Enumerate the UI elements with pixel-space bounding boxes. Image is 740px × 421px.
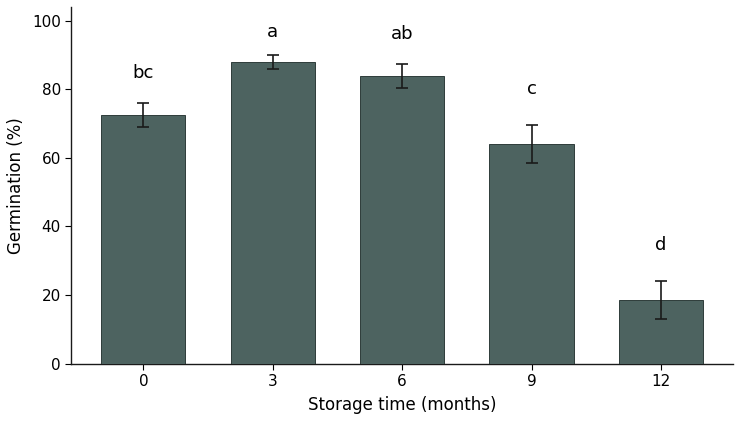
Y-axis label: Germination (%): Germination (%) [7, 117, 25, 254]
Bar [619, 300, 703, 364]
Bar [101, 115, 186, 364]
Bar [360, 75, 444, 364]
Text: d: d [655, 236, 667, 254]
Text: a: a [267, 23, 278, 41]
Text: c: c [527, 80, 536, 98]
Bar [489, 144, 574, 364]
Text: ab: ab [391, 25, 414, 43]
Text: bc: bc [132, 64, 154, 83]
X-axis label: Storage time (months): Storage time (months) [308, 396, 497, 414]
Bar [231, 62, 314, 364]
